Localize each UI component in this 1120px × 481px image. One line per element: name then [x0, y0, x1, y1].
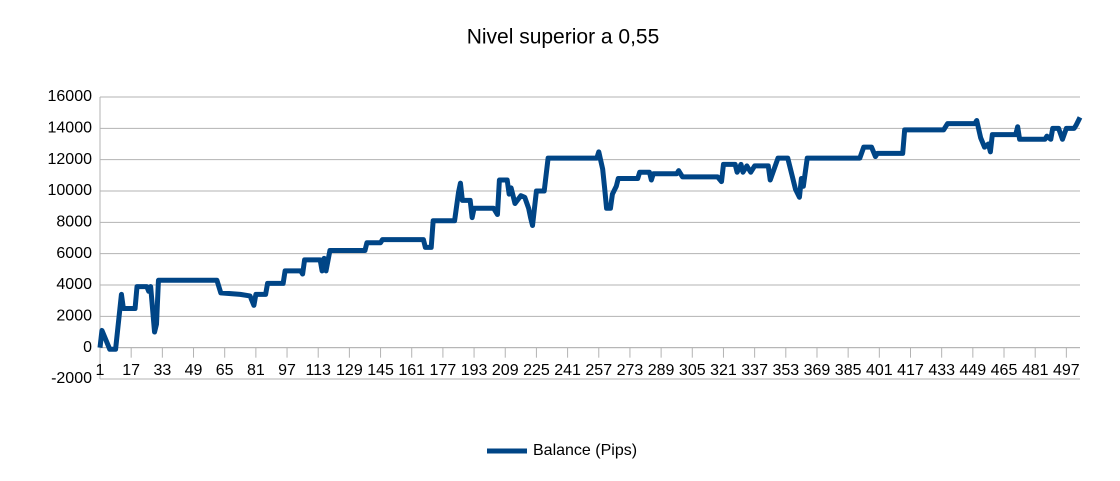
x-tick-label: 481 [1022, 362, 1049, 379]
y-tick-label: 10000 [48, 182, 93, 199]
x-tick-label: 145 [367, 362, 394, 379]
x-tick-label: 257 [585, 362, 612, 379]
x-tick-label: 401 [866, 362, 893, 379]
x-tick-label: 113 [305, 362, 331, 379]
x-tick-label: 289 [648, 362, 675, 379]
x-tick-label: 1 [96, 362, 105, 379]
x-tick-label: 497 [1053, 362, 1080, 379]
x-tick-label: 321 [710, 362, 737, 379]
x-tick-label: 417 [897, 362, 924, 379]
x-tick-label: 161 [398, 362, 425, 379]
y-tick-label: 14000 [48, 120, 93, 137]
x-tick-label: 385 [835, 362, 862, 379]
x-tick-label: 49 [185, 362, 203, 379]
x-tick-label: 225 [523, 362, 550, 379]
x-tick-label: 81 [247, 362, 265, 379]
x-tick-label: 433 [928, 362, 955, 379]
x-tick-label: 353 [772, 362, 799, 379]
x-tick-label: 193 [461, 362, 488, 379]
x-tick-label: 17 [122, 362, 140, 379]
y-tick-label: 4000 [56, 276, 92, 293]
x-tick-label: 273 [617, 362, 644, 379]
x-tick-label: 65 [216, 362, 234, 379]
y-tick-label: 2000 [56, 308, 92, 325]
series-line [97, 116, 1083, 352]
x-tick-label: 97 [278, 362, 296, 379]
x-tick-label: 241 [554, 362, 581, 379]
x-tick-label: 369 [804, 362, 831, 379]
x-tick-label: 177 [430, 362, 457, 379]
y-tick-label: 6000 [56, 245, 92, 262]
x-tick-label: 337 [741, 362, 768, 379]
x-tick-label: 129 [336, 362, 363, 379]
y-tick-label: 12000 [48, 151, 93, 168]
x-tick-label: 305 [679, 362, 706, 379]
x-tick-label: 209 [492, 362, 519, 379]
y-tick-label: 8000 [56, 214, 92, 231]
chart-title: Nivel superior a 0,55 [467, 26, 660, 49]
y-tick-label: -2000 [51, 370, 92, 387]
x-tick-label: 449 [959, 362, 986, 379]
x-tick-label: 33 [153, 362, 171, 379]
x-tick-label: 465 [991, 362, 1018, 379]
y-tick-label: 16000 [48, 88, 93, 105]
legend-label: Balance (Pips) [533, 442, 637, 459]
y-tick-label: 0 [83, 339, 92, 356]
